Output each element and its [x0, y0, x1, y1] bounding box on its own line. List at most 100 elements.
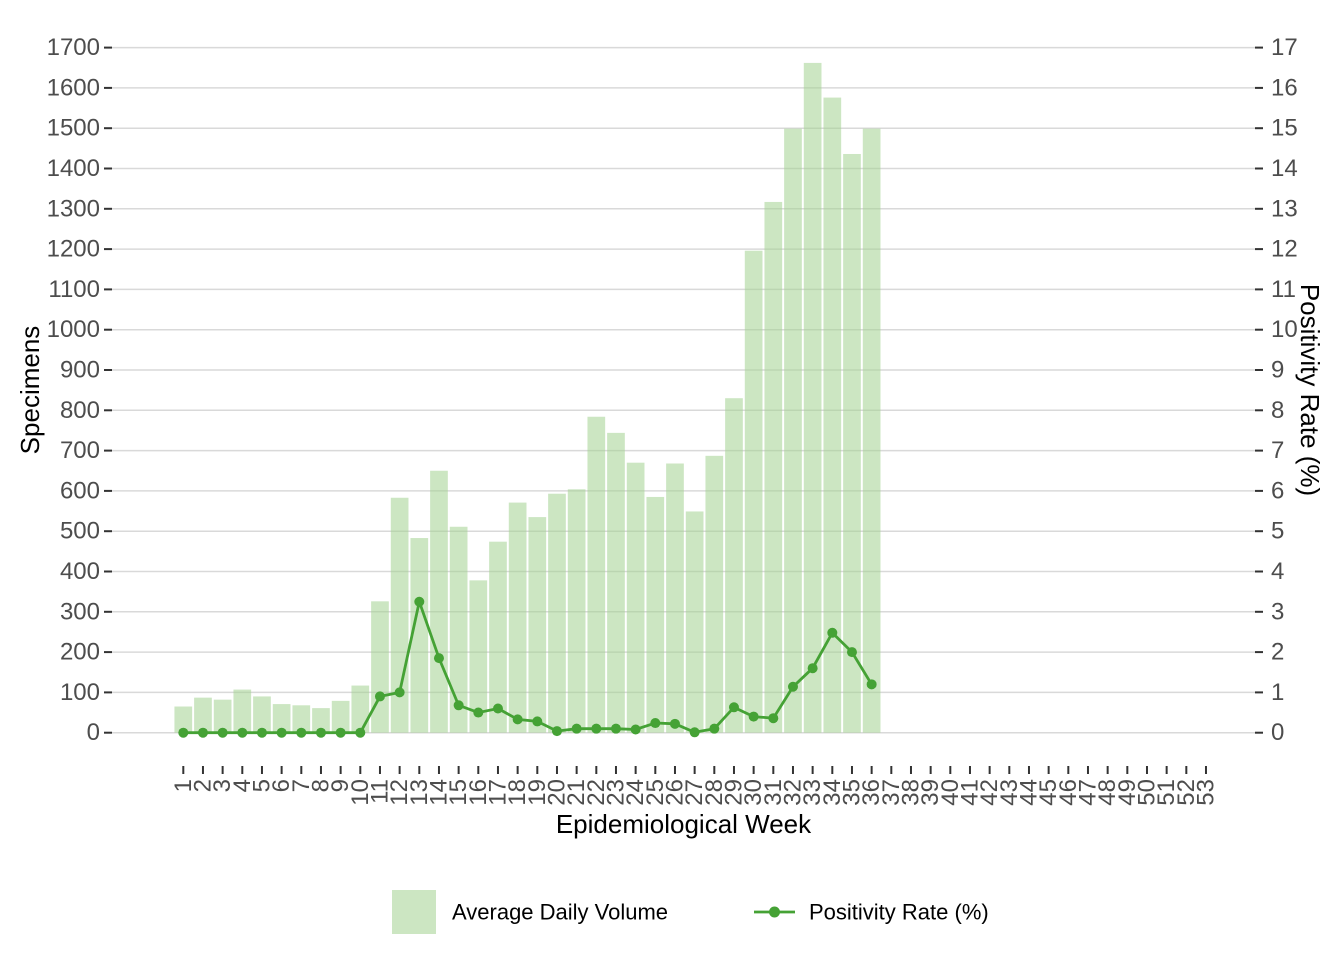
point-week-29 — [728, 702, 739, 713]
left-tick-label: 1500 — [47, 115, 100, 142]
point-week-14 — [433, 653, 444, 664]
bar-week-4 — [233, 689, 252, 733]
right-axis-title: Positivity Rate (%) — [1295, 284, 1325, 496]
bar-week-26 — [666, 463, 684, 733]
bar-week-15 — [449, 526, 468, 733]
right-tick-label: 12 — [1271, 236, 1298, 263]
bar-week-10 — [351, 685, 370, 733]
left-tick-label: 700 — [60, 437, 100, 464]
left-tick-label: 400 — [60, 558, 100, 585]
point-week-17 — [492, 703, 503, 714]
left-tick-label: 900 — [60, 357, 100, 384]
x-tick-label: 42 — [976, 779, 1003, 806]
right-tick-label: 9 — [1271, 357, 1284, 384]
point-week-36 — [866, 679, 877, 690]
point-week-16 — [473, 707, 484, 718]
x-tick-label: 36 — [858, 779, 885, 806]
x-tick-label: 48 — [1094, 779, 1121, 806]
x-tick-label: 41 — [956, 779, 983, 806]
x-tick-label: 14 — [425, 779, 452, 806]
x-tick-label: 2 — [189, 779, 216, 792]
x-tick-label: 38 — [897, 779, 924, 806]
axis-titles: Specimens Positivity Rate (%) Epidemiologi… — [15, 284, 1325, 839]
right-tick-label: 10 — [1271, 316, 1298, 343]
left-axis-title: Specimens — [15, 326, 45, 455]
bars-average-daily-volume — [174, 62, 881, 733]
x-tick-label: 33 — [799, 779, 826, 806]
bar-week-36 — [862, 128, 881, 733]
right-tick-label: 0 — [1271, 719, 1284, 746]
x-tick-label: 13 — [406, 779, 433, 806]
x-tick-label: 18 — [504, 779, 531, 806]
bar-week-23 — [607, 432, 625, 733]
point-week-32 — [787, 681, 798, 692]
left-tick-label: 0 — [87, 719, 100, 746]
point-week-28 — [709, 723, 720, 734]
left-tick-label: 100 — [60, 679, 100, 706]
point-week-10 — [355, 727, 366, 738]
x-tick-label: 46 — [1055, 779, 1082, 806]
bar-week-27 — [685, 511, 704, 733]
x-tick-label: 29 — [720, 779, 747, 806]
point-week-3 — [217, 727, 228, 738]
x-tick-label: 50 — [1133, 779, 1160, 806]
right-tick-label: 3 — [1271, 598, 1284, 625]
x-tick-label: 6 — [268, 779, 295, 792]
point-week-34 — [827, 627, 838, 638]
x-tick-label: 17 — [484, 779, 511, 806]
right-tick-label: 5 — [1271, 518, 1284, 545]
left-tick-label: 1400 — [47, 155, 100, 182]
bar-week-28 — [705, 455, 724, 733]
x-tick-label: 4 — [229, 779, 256, 792]
axis-ticks — [104, 46, 1263, 774]
x-tick-label: 20 — [543, 779, 570, 806]
bar-week-32 — [784, 128, 802, 733]
right-tick-label: 2 — [1271, 639, 1284, 666]
bar-week-5 — [253, 696, 271, 733]
x-tick-label: 26 — [661, 779, 688, 806]
right-tick-label: 15 — [1271, 115, 1298, 142]
x-tick-label: 8 — [307, 779, 334, 792]
point-week-11 — [374, 691, 385, 702]
x-axis-title: Epidemiological Week — [556, 809, 812, 839]
bar-week-29 — [725, 398, 743, 733]
point-week-1 — [178, 727, 189, 738]
bar-week-1 — [174, 706, 193, 733]
x-tick-label: 52 — [1173, 779, 1200, 806]
x-tick-label: 11 — [366, 779, 393, 804]
point-week-6 — [276, 727, 287, 738]
point-week-24 — [630, 724, 641, 735]
bar-week-35 — [843, 153, 861, 733]
left-tick-label: 800 — [60, 397, 100, 424]
x-tick-label: 23 — [602, 779, 629, 806]
left-tick-label: 1600 — [47, 74, 100, 101]
point-week-33 — [807, 663, 818, 674]
bar-week-13 — [410, 538, 429, 733]
x-tick-label: 45 — [1035, 779, 1062, 806]
x-tick-label: 51 — [1153, 779, 1180, 806]
bar-week-24 — [626, 462, 645, 733]
point-week-7 — [296, 727, 307, 738]
bar-week-17 — [489, 541, 507, 733]
point-week-15 — [453, 700, 464, 711]
gridlines — [112, 46, 1255, 734]
point-week-35 — [846, 647, 857, 658]
x-tick-label: 32 — [779, 779, 806, 806]
right-tick-label: 16 — [1271, 74, 1298, 101]
point-week-25 — [650, 718, 661, 729]
x-tick-label: 43 — [996, 779, 1023, 806]
point-week-19 — [532, 716, 543, 727]
bar-week-11 — [371, 601, 389, 733]
point-week-8 — [315, 727, 326, 738]
legend-label-positivity-rate: Positivity Rate (%) — [809, 900, 989, 925]
point-week-26 — [669, 718, 680, 729]
x-tick-label: 34 — [819, 779, 846, 806]
bar-week-16 — [469, 580, 488, 733]
x-tick-label: 30 — [740, 779, 767, 806]
x-tick-label: 5 — [248, 779, 275, 792]
x-tick-label: 49 — [1114, 779, 1141, 806]
bar-week-34 — [823, 97, 842, 733]
point-week-5 — [256, 727, 267, 738]
